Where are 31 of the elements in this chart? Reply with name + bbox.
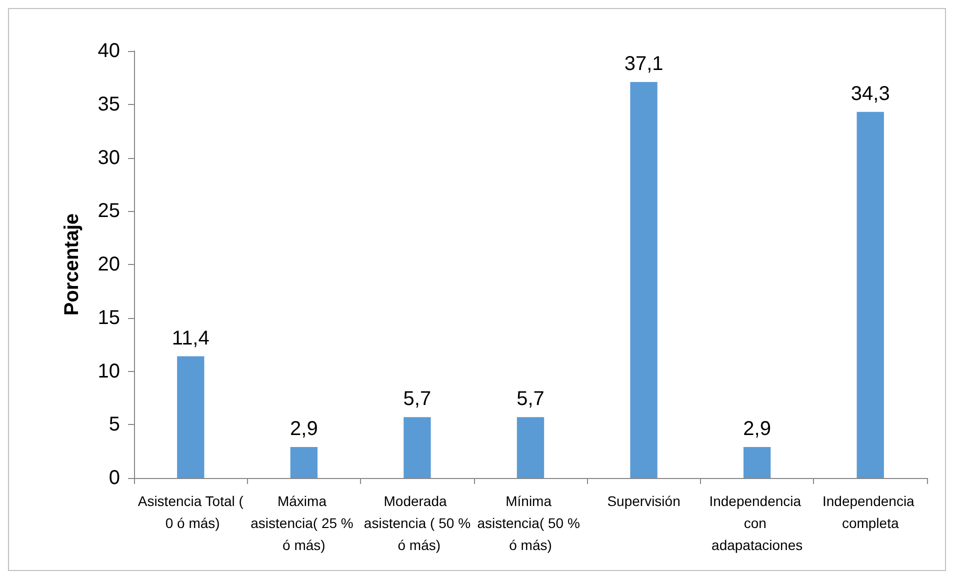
bar — [177, 356, 204, 478]
data-label: 5,7 — [403, 388, 432, 410]
bar — [856, 112, 884, 478]
x-tick-label: Independencia con adapataciones — [709, 493, 805, 553]
x-tick-label: Supervisión — [607, 493, 680, 509]
bar — [404, 417, 431, 478]
x-tick-label: Mínima asistencia( 50 % ó más) — [477, 493, 584, 553]
y-tick-label: 0 — [108, 467, 120, 489]
data-label: 2,9 — [743, 418, 771, 440]
y-tick-label: 5 — [108, 414, 120, 436]
bar — [516, 417, 544, 478]
y-tick-label: 20 — [98, 254, 120, 276]
y-tick-label: 15 — [98, 306, 120, 329]
y-tick-label: 40 — [98, 40, 120, 62]
x-tick-label: Moderada asistencia ( 50 % ó más) — [364, 493, 471, 553]
x-tick-label: Independencia completa — [822, 493, 918, 531]
data-label: 2,9 — [290, 418, 318, 440]
x-tick-label: Asistencia Total ( 0 ó más) — [138, 493, 244, 531]
x-tick-label: Máxima asistencia( 25 % ó más) — [250, 493, 358, 553]
bar — [743, 447, 771, 478]
y-tick-label: 30 — [98, 146, 120, 169]
y-tick-label: 25 — [98, 200, 120, 222]
y-tick-label: 35 — [98, 93, 120, 116]
y-tick-label: 10 — [98, 360, 120, 382]
data-label: 5,7 — [516, 388, 544, 410]
data-label: 34,3 — [850, 82, 890, 105]
bar — [290, 447, 318, 478]
y-axis-title: Porcentaje — [61, 213, 83, 316]
data-label: 11,4 — [172, 327, 210, 350]
bar — [630, 82, 658, 478]
data-label: 37,1 — [624, 52, 664, 75]
